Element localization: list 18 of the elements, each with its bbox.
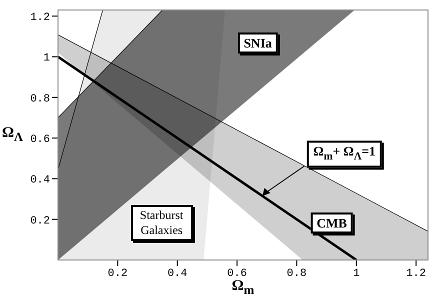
annotation: Starburst Galaxies	[130, 204, 193, 240]
y-tick-label: 0.8	[30, 93, 50, 106]
y-tick-label: 0.6	[30, 134, 50, 146]
y-tick-label: 1.2	[30, 12, 50, 24]
y-tick-label: 0.4	[30, 174, 50, 187]
annotation: Ω$_{m}$+ Ω$_{Λ}$=1	[307, 140, 382, 168]
y-axis-title: Ω$_{Λ}$	[2, 125, 23, 145]
annotation: SNIa	[238, 32, 278, 53]
x-tick-label: 1	[353, 268, 360, 280]
y-tick-label: 1	[43, 52, 50, 65]
x-tick-label: 0.6	[227, 268, 247, 280]
x-tick-label: 0.2	[108, 268, 128, 280]
x-tick-label: 0.4	[167, 268, 188, 280]
x-tick-label: 0.8	[286, 268, 307, 280]
annotation: CMB	[310, 212, 353, 233]
x-axis-title: Ω$_{m}$	[232, 278, 254, 298]
y-tick-label: 0.2	[30, 215, 50, 228]
x-tick-label: 1.2	[406, 268, 426, 280]
